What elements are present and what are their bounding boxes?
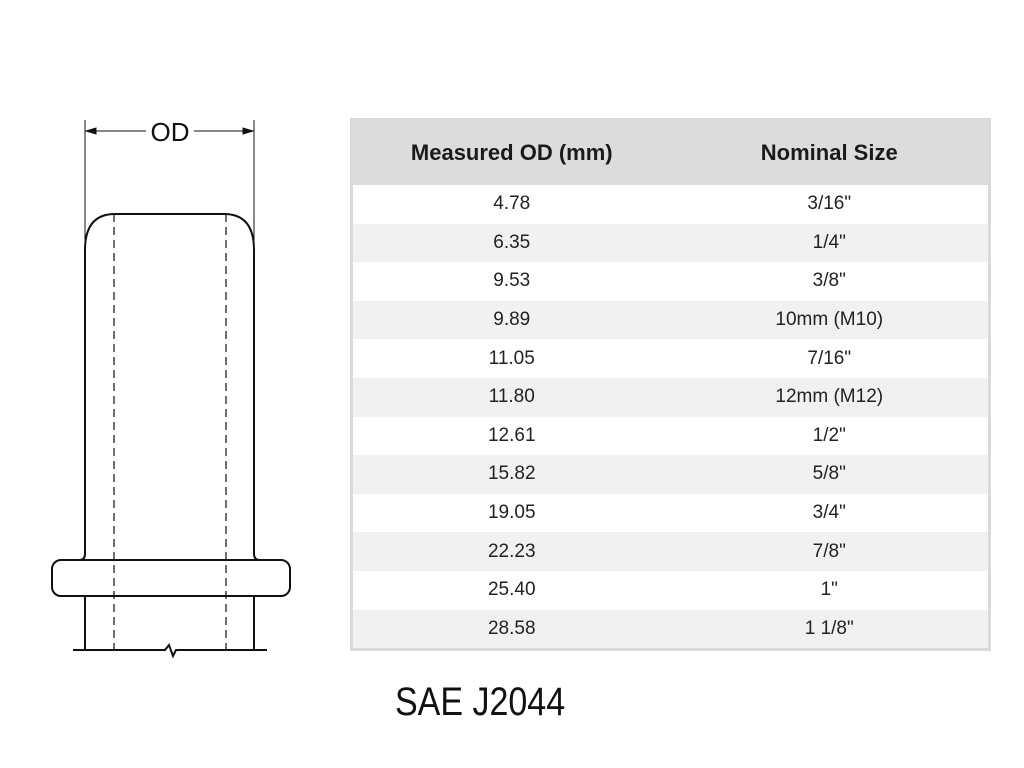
nominal-size-cell: 10mm (M10) bbox=[670, 300, 990, 340]
table-row: 11.80 12mm (M12) bbox=[351, 377, 990, 417]
table-row: 28.58 1 1/8" bbox=[351, 609, 990, 650]
nominal-size-cell: 7/16" bbox=[670, 339, 990, 378]
measured-od-cell: 11.05 bbox=[351, 339, 671, 378]
header-nominal-size: Nominal Size bbox=[670, 119, 990, 185]
standard-caption: SAE J2044 bbox=[395, 680, 566, 724]
table-row: 11.05 7/16" bbox=[351, 339, 990, 378]
table-row: 25.40 1" bbox=[351, 570, 990, 610]
nominal-size-cell: 1" bbox=[670, 570, 990, 610]
tube-body-outline bbox=[84, 213, 261, 561]
table-row: 9.89 10mm (M10) bbox=[351, 300, 990, 340]
measured-od-cell: 28.58 bbox=[351, 609, 671, 650]
nominal-size-cell: 1/4" bbox=[670, 223, 990, 263]
measured-od-cell: 25.40 bbox=[351, 570, 671, 610]
nominal-size-cell: 1/2" bbox=[670, 416, 990, 456]
measured-od-cell: 12.61 bbox=[351, 416, 671, 456]
table-row: 6.35 1/4" bbox=[351, 223, 990, 263]
table-row: 22.23 7/8" bbox=[351, 532, 990, 571]
nominal-size-cell: 3/16" bbox=[670, 185, 990, 224]
od-label: OD bbox=[151, 117, 190, 147]
table-row: 19.05 3/4" bbox=[351, 493, 990, 533]
bead-flange bbox=[51, 559, 291, 597]
nominal-size-cell: 1 1/8" bbox=[670, 609, 990, 650]
table-row: 4.78 3/16" bbox=[351, 185, 990, 224]
arrow-left-icon bbox=[84, 127, 97, 135]
measured-od-cell: 15.82 bbox=[351, 455, 671, 494]
nominal-size-cell: 3/4" bbox=[670, 493, 990, 533]
table-row: 15.82 5/8" bbox=[351, 455, 990, 494]
measured-od-cell: 11.80 bbox=[351, 377, 671, 417]
nominal-size-cell: 3/8" bbox=[670, 262, 990, 301]
table-row: 9.53 3/8" bbox=[351, 262, 990, 301]
arrow-right-icon bbox=[242, 127, 255, 135]
measured-od-cell: 4.78 bbox=[351, 185, 671, 224]
measured-od-cell: 6.35 bbox=[351, 223, 671, 263]
nominal-size-cell: 7/8" bbox=[670, 532, 990, 571]
measured-od-cell: 19.05 bbox=[351, 493, 671, 533]
break-line bbox=[73, 642, 267, 659]
tube-end-drawing: OD bbox=[51, 117, 291, 659]
header-measured-od: Measured OD (mm) bbox=[351, 119, 671, 185]
nominal-size-cell: 5/8" bbox=[670, 455, 990, 494]
table-row: 12.61 1/2" bbox=[351, 416, 990, 456]
nominal-size-cell: 12mm (M12) bbox=[670, 377, 990, 417]
table-header-row: Measured OD (mm) Nominal Size bbox=[351, 119, 990, 185]
measured-od-cell: 22.23 bbox=[351, 532, 671, 571]
measured-od-cell: 9.53 bbox=[351, 262, 671, 301]
size-table: Measured OD (mm) Nominal Size 4.78 3/16" 6… bbox=[350, 118, 991, 652]
measured-od-cell: 9.89 bbox=[351, 300, 671, 340]
